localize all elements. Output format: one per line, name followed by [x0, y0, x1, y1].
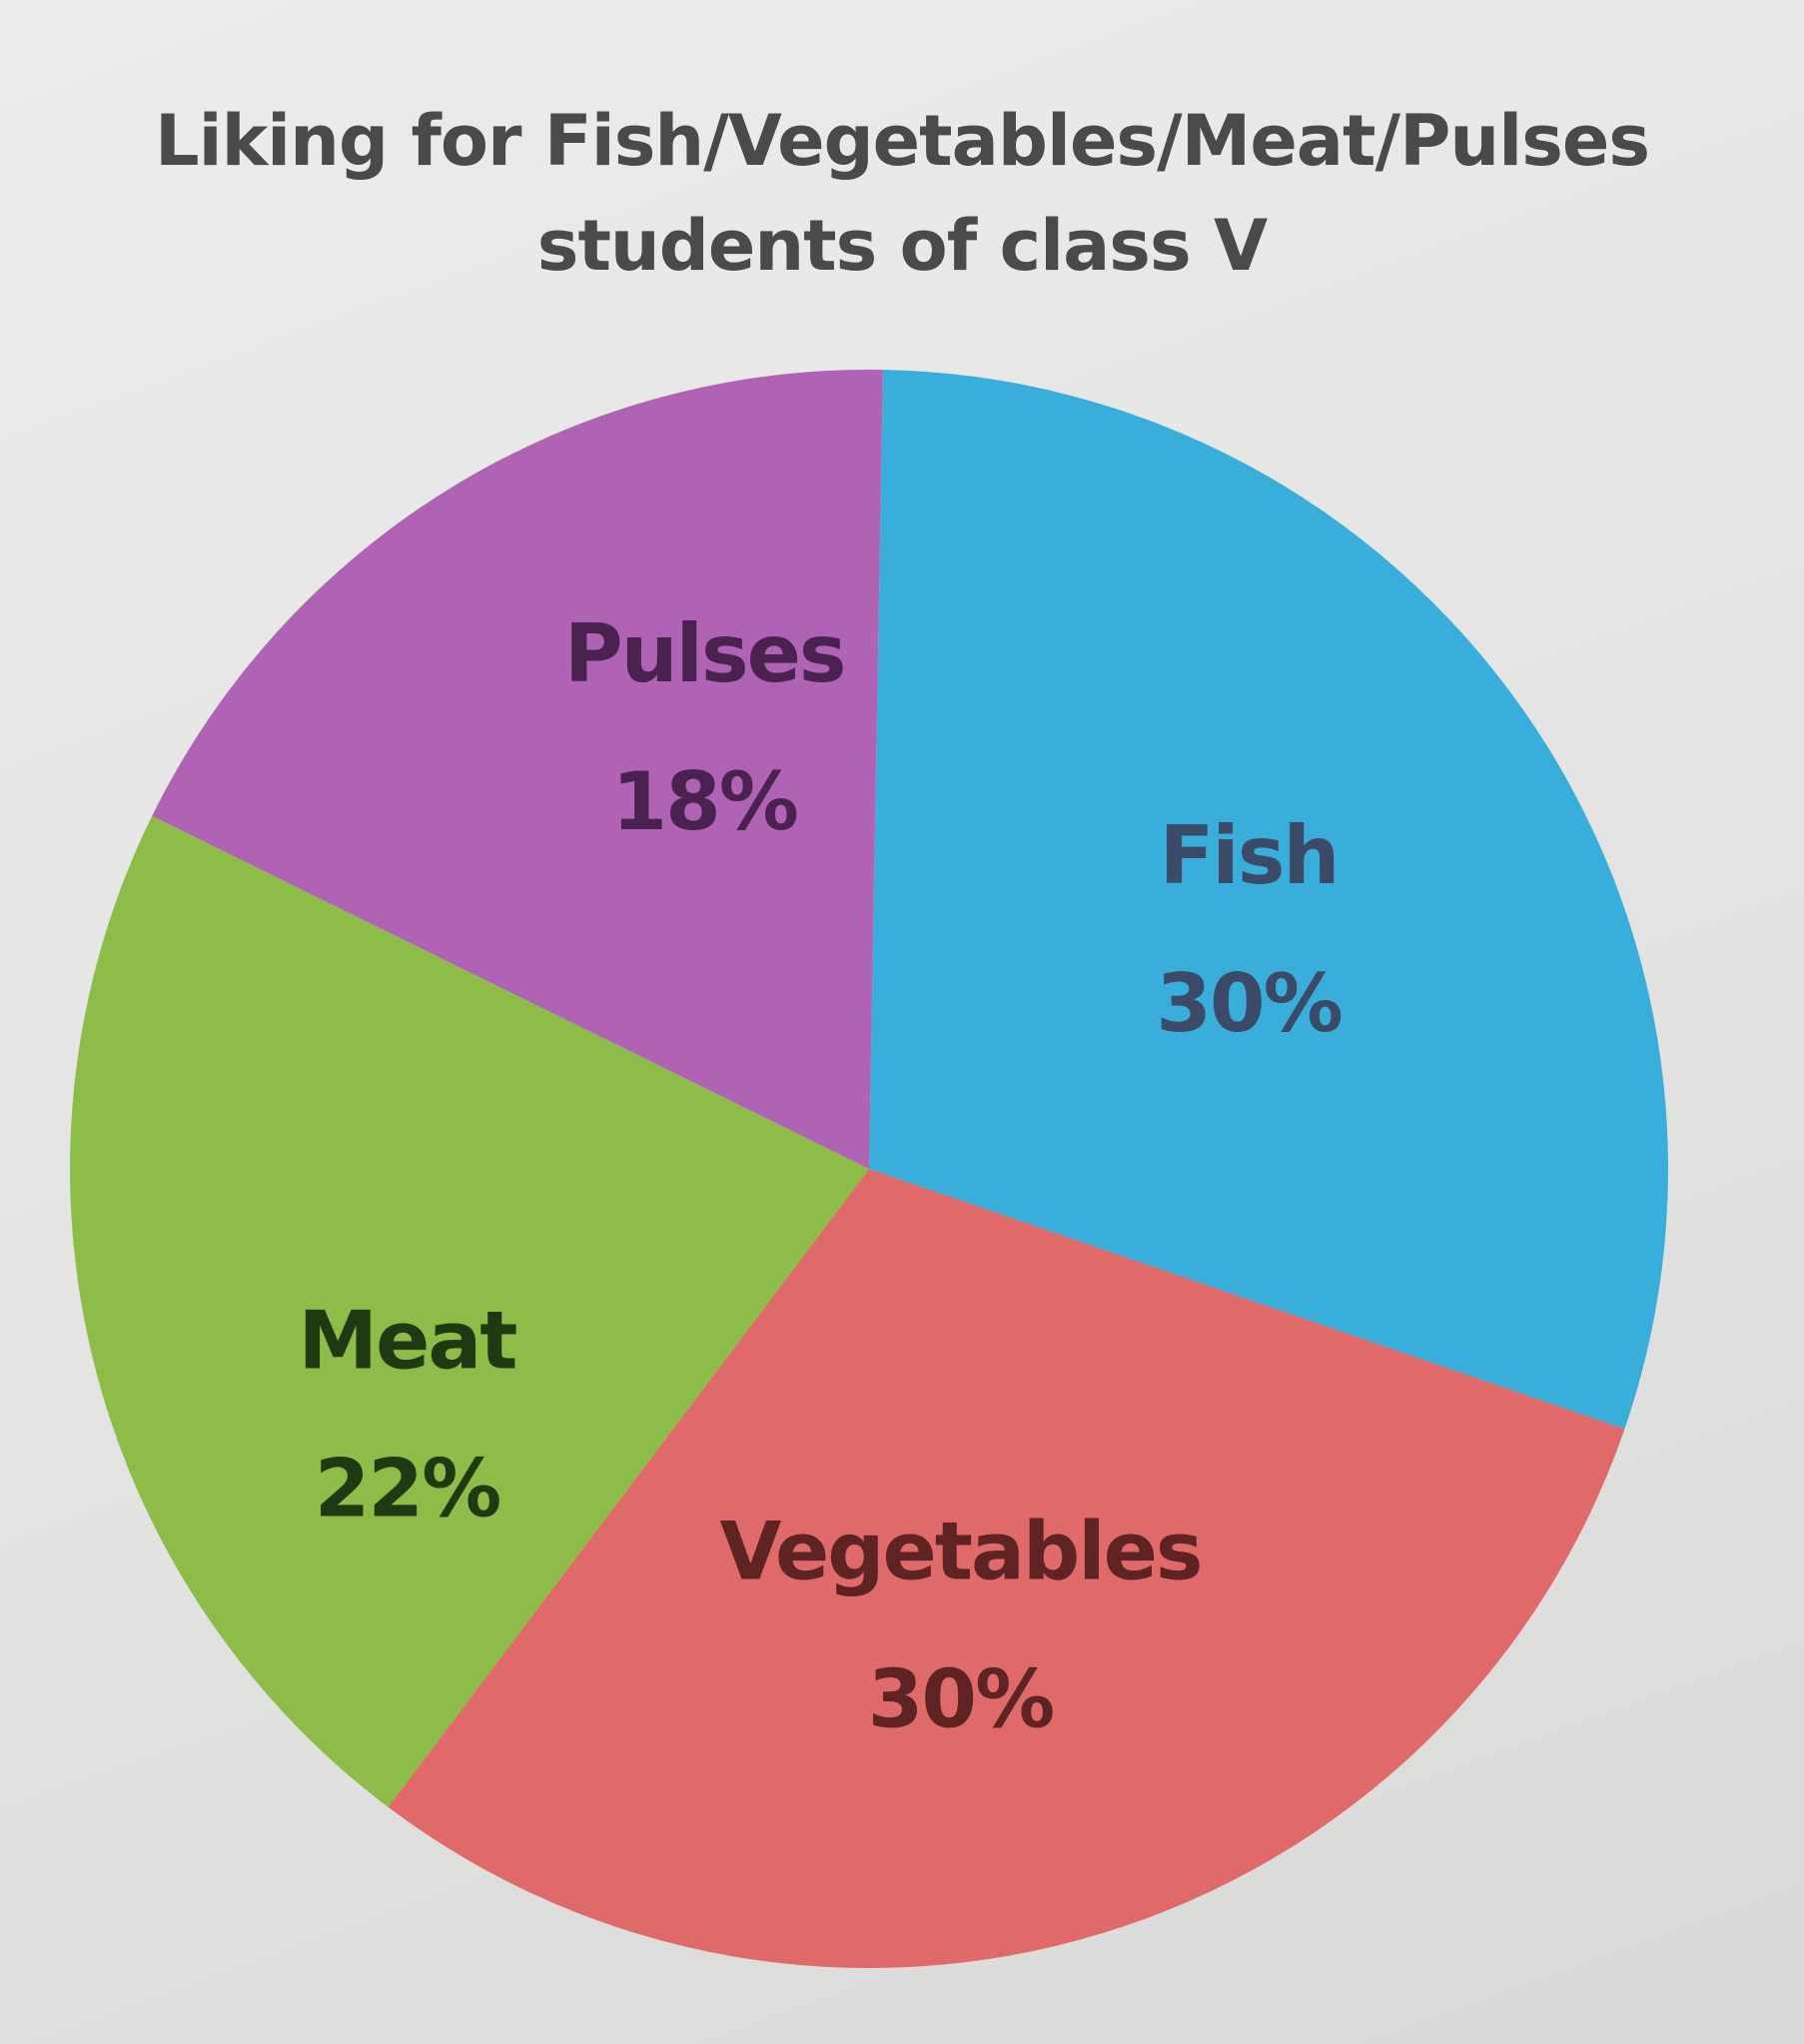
pie-slice-pulses	[152, 369, 883, 1169]
slice-value-fish: 30%	[1156, 957, 1341, 1050]
slice-value-vegetables: 30%	[868, 1652, 1053, 1745]
slice-value-meat: 22%	[315, 1443, 499, 1535]
slice-name-pulses: Pulses	[564, 607, 845, 700]
slice-name-vegetables: Vegetables	[719, 1505, 1201, 1597]
pie-slices	[69, 369, 1668, 1968]
pie-labels: Fish 30% Vegetables 30% Meat 22% Pulses 18%	[298, 607, 1343, 1745]
slice-name-fish: Fish	[1160, 809, 1339, 902]
pie-slice-fish	[869, 370, 1668, 1430]
pie-slice-vegetables	[388, 1169, 1625, 1968]
slice-name-meat: Meat	[298, 1295, 516, 1388]
slice-value-pulses: 18%	[611, 755, 796, 848]
chart-title: Liking for Fish/Vegetables/Meat/Pulses	[154, 100, 1650, 182]
chart-subtitle: students of class V	[536, 205, 1268, 287]
pie-slice-meat	[69, 815, 869, 1807]
